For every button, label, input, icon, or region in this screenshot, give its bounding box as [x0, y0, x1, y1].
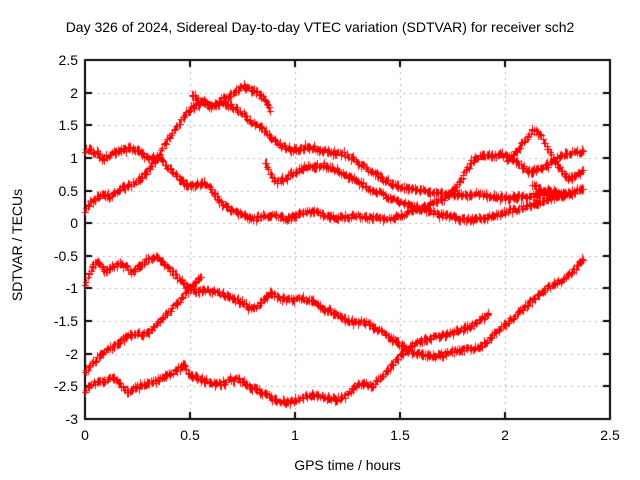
y-tick-label--1: -1	[65, 280, 78, 297]
y-tick-label-2: 2	[70, 84, 78, 101]
x-tick-label-2: 2	[501, 427, 509, 443]
x-tick-label-2.5: 2.5	[600, 427, 620, 443]
y-tick-label--3: -3	[65, 411, 78, 427]
y-tick-label-1: 1	[70, 149, 78, 166]
x-tick-label-1: 1	[291, 427, 299, 443]
x-tick-label-0.5: 0.5	[180, 427, 200, 443]
y-tick-label--1.5: -1.5	[53, 313, 78, 330]
x-tick-label-0: 0	[81, 427, 89, 443]
chart-title: Day 326 of 2024, Sidereal Day-to-day VTE…	[65, 19, 575, 35]
x-tick-label-1.5: 1.5	[390, 427, 410, 443]
x-axis-label: GPS time / hours	[294, 457, 401, 473]
y-tick-label-0: 0	[70, 215, 78, 232]
y-tick-label-1.5: 1.5	[58, 117, 78, 134]
y-tick-label--2: -2	[65, 345, 78, 362]
y-tick-label--2.5: -2.5	[53, 378, 78, 395]
y-tick-label-0.5: 0.5	[58, 182, 78, 199]
y-tick-label-2.5: 2.5	[58, 52, 78, 68]
y-tick-label--0.5: -0.5	[53, 247, 78, 264]
